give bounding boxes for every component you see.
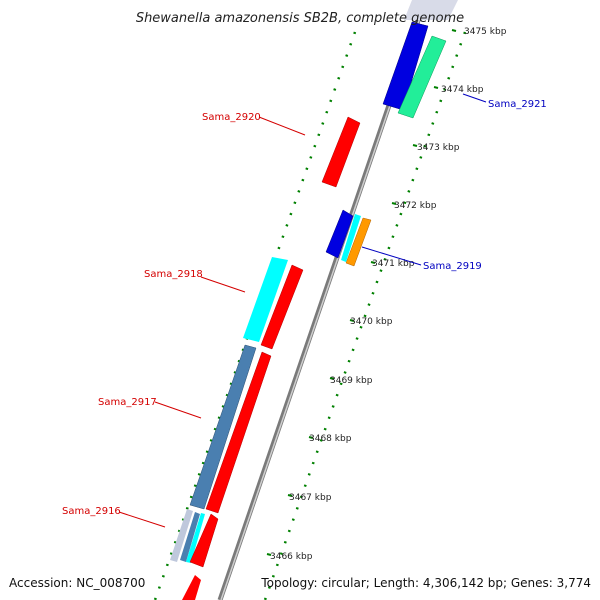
- gene-block-sama-2921[interactable]: [397, 35, 447, 119]
- gene-label-sama-2916[interactable]: Sama_2916: [62, 506, 121, 517]
- gene-label-sama-2919[interactable]: Sama_2919: [423, 261, 482, 272]
- genome-summary-text: Topology: circular; Length: 4,306,142 bp…: [260, 576, 591, 590]
- gene-block-sama-2919-reverse[interactable]: [325, 209, 354, 259]
- accession-text: Accession: NC_008700: [9, 576, 145, 590]
- gene-block-sama-2919-cyan[interactable]: [341, 214, 361, 262]
- tick-label-3470: 3470 kbp: [350, 317, 393, 327]
- gene-block-sama-2916-cyan[interactable]: [186, 513, 205, 563]
- gene-block-sama-2916-gray: [170, 509, 193, 562]
- label-leaders: [118, 93, 487, 528]
- gene-block-sama-2917-red[interactable]: [205, 351, 272, 514]
- tick-label-3467: 3467 kbp: [289, 493, 332, 503]
- gene-label-sama-2918[interactable]: Sama_2918: [144, 269, 203, 280]
- gene-label-sama-2921[interactable]: Sama_2921: [488, 99, 547, 110]
- tick-label-3466: 3466 kbp: [270, 552, 313, 562]
- kbp-ticks: [266, 29, 457, 556]
- tick-label-3474: 3474 kbp: [441, 85, 484, 95]
- gene-label-sama-2917[interactable]: Sama_2917: [98, 397, 157, 408]
- gene-block-sama-2916-red[interactable]: [189, 513, 219, 568]
- tick-label-3472: 3472 kbp: [394, 201, 437, 211]
- gene-label-sama-2920[interactable]: Sama_2920: [202, 112, 261, 123]
- gene-blocks: [170, 0, 458, 600]
- gene-block-sama-2920[interactable]: [321, 116, 361, 188]
- map-title: Shewanella amazonensis SB2B, complete ge…: [136, 11, 464, 26]
- tick-label-3469: 3469 kbp: [330, 376, 373, 386]
- tick-label-3475: 3475 kbp: [464, 27, 507, 37]
- gene-block-sama-2918-red[interactable]: [260, 264, 304, 350]
- gene-block-sama-2919-orange[interactable]: [345, 217, 372, 267]
- gene-block-sama-2917-steelblue[interactable]: [189, 344, 257, 510]
- tick-label-3473: 3473 kbp: [417, 143, 460, 153]
- tick-label-3471: 3471 kbp: [372, 259, 415, 269]
- tick-label-3468: 3468 kbp: [309, 434, 352, 444]
- gene-block-top-gray: [404, 0, 458, 20]
- gene-block-sama-2918-cyan[interactable]: [243, 257, 288, 342]
- gene-block-bottom-red: [182, 575, 201, 600]
- inner-dotted-ring: [263, 31, 467, 600]
- gene-block-sama-2916-steelblue[interactable]: [180, 512, 200, 562]
